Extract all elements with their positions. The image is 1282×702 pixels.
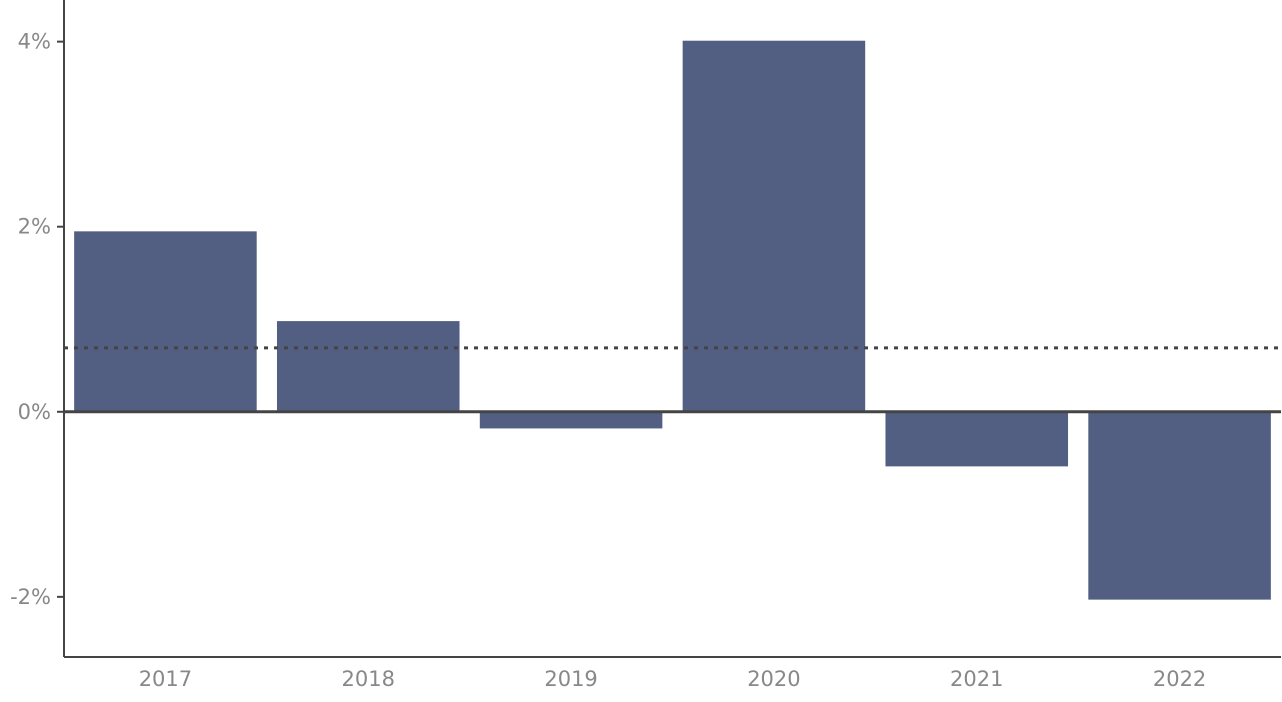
bar-2020 [682,40,866,412]
x-tick-label: 2017 [139,667,192,691]
y-tick-label: 4% [18,30,51,54]
x-tick-label: 2019 [544,667,597,691]
bar-2019 [479,411,663,429]
bar-2018 [276,321,460,412]
bar-2022 [1088,411,1271,600]
x-tick-label: 2021 [950,667,1003,691]
y-tick-label: -2% [10,585,51,609]
bars [74,40,1271,600]
x-tick-label: 2022 [1153,667,1206,691]
x-tick-label: 2018 [342,667,395,691]
x-tick-label: 2020 [747,667,800,691]
bar-2021 [885,411,1069,467]
x-axis-ticks: 2017 2018 2019 2020 2021 2022 [139,667,1207,691]
y-tick-label: 2% [18,215,51,239]
bar-2017 [74,231,257,412]
y-axis-ticks: -2% 0% 2% 4% [10,30,64,609]
y-tick-label: 0% [18,400,51,424]
axis-lines [63,0,1281,658]
